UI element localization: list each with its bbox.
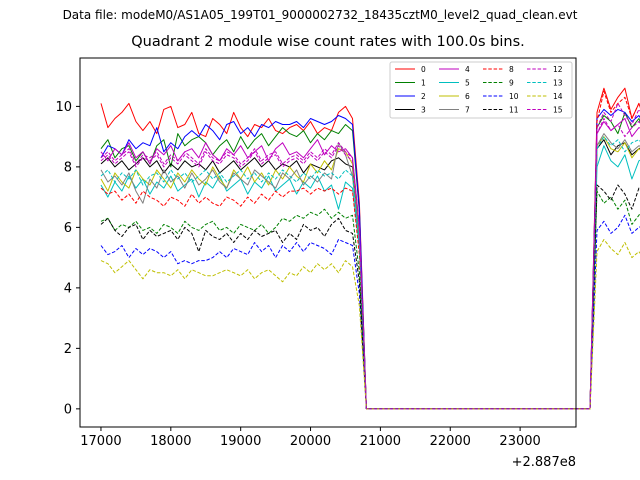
series-line-2	[100, 108, 640, 410]
y-tick-label: 6	[64, 221, 72, 236]
legend-label-2: 2	[421, 92, 426, 101]
legend-label-10: 10	[509, 92, 519, 101]
y-tick-label: 4	[64, 281, 72, 296]
series-line-14	[100, 239, 640, 410]
y-tick-label: 2	[64, 342, 72, 357]
legend-label-9: 9	[509, 79, 514, 88]
legend-label-4: 4	[465, 65, 470, 74]
x-tick-label: 23000	[499, 434, 540, 449]
series-line-12	[100, 118, 640, 410]
x-tick-label: 20000	[290, 434, 331, 449]
axes-layer	[79, 57, 577, 428]
legend-label-3: 3	[421, 106, 426, 115]
series-line-5	[100, 145, 640, 410]
legend-label-0: 0	[421, 65, 426, 74]
series-line-1	[100, 111, 640, 410]
plot-frame	[79, 57, 577, 428]
legend-label-14: 14	[553, 92, 563, 101]
y-tick-label: 0	[64, 402, 72, 417]
chart-title: Quadrant 2 module wise count rates with …	[131, 34, 525, 50]
y-tick-label: 8	[64, 160, 72, 175]
ticks-layer: 17000 18000 19000 20000 21000 22000 23000 0 2 4 6 8…	[55, 100, 540, 449]
y-tick-label: 10	[55, 100, 72, 115]
x-tick-label: 22000	[430, 434, 471, 449]
series-line-4	[100, 118, 640, 410]
legend-label-11: 11	[509, 106, 519, 115]
x-tick-label: 18000	[150, 434, 191, 449]
x-tick-label: 19000	[220, 434, 261, 449]
series-line-15	[100, 102, 640, 410]
x-axis-offset-label: +2.887e8	[512, 455, 576, 470]
legend-label-7: 7	[465, 106, 470, 115]
figure-suptitle: Data file: modeM0/AS1A05_199T01_90000027…	[62, 8, 578, 22]
legend-label-13: 13	[553, 79, 563, 88]
legend-label-15: 15	[553, 106, 563, 115]
legend-label-6: 6	[465, 92, 470, 101]
series-line-6	[100, 136, 640, 410]
x-tick-label: 21000	[360, 434, 401, 449]
series-line-8	[100, 90, 640, 410]
legend-label-1: 1	[421, 79, 426, 88]
legend-label-8: 8	[509, 65, 514, 74]
legend-label-12: 12	[553, 65, 563, 74]
x-tick-label: 17000	[80, 434, 121, 449]
legend-box	[389, 61, 573, 119]
legend-label-5: 5	[465, 79, 470, 88]
series-layer	[100, 87, 640, 410]
series-line-10	[100, 214, 640, 410]
series-line-0	[100, 87, 640, 410]
series-line-9	[100, 190, 640, 410]
series-line-11	[100, 184, 640, 410]
